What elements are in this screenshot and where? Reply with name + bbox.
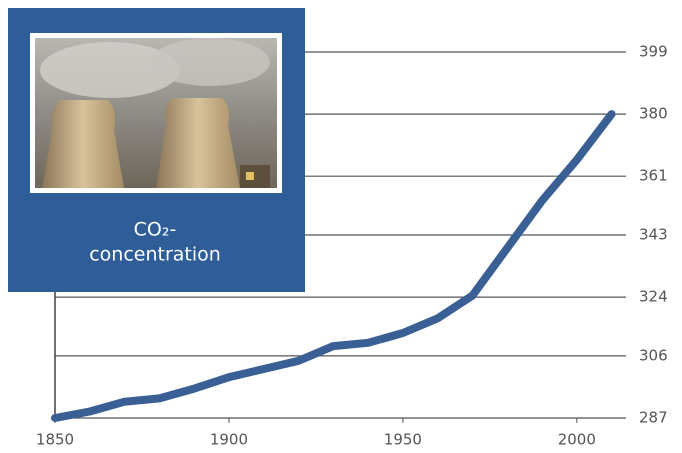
y-tick-label: 361 — [639, 167, 668, 185]
x-tick-label: 1900 — [210, 431, 248, 449]
data-line — [51, 110, 616, 422]
x-tick-label: 1950 — [384, 431, 422, 449]
x-tick-label: 2000 — [558, 431, 596, 449]
y-tick-label: 399 — [639, 43, 668, 61]
y-tick-label: 343 — [639, 226, 668, 244]
inset-title-line: concentration — [89, 244, 221, 266]
x-tick-label: 1850 — [36, 431, 74, 449]
inset-title-line: CO₂- — [134, 219, 177, 241]
y-tick-label: 306 — [639, 346, 668, 364]
y-tick-label: 380 — [639, 105, 668, 123]
photo — [35, 38, 277, 188]
y-tick-label: 287 — [639, 409, 668, 427]
inset-panel: CO₂- concentration — [8, 8, 305, 292]
y-tick-label: 324 — [639, 288, 668, 306]
